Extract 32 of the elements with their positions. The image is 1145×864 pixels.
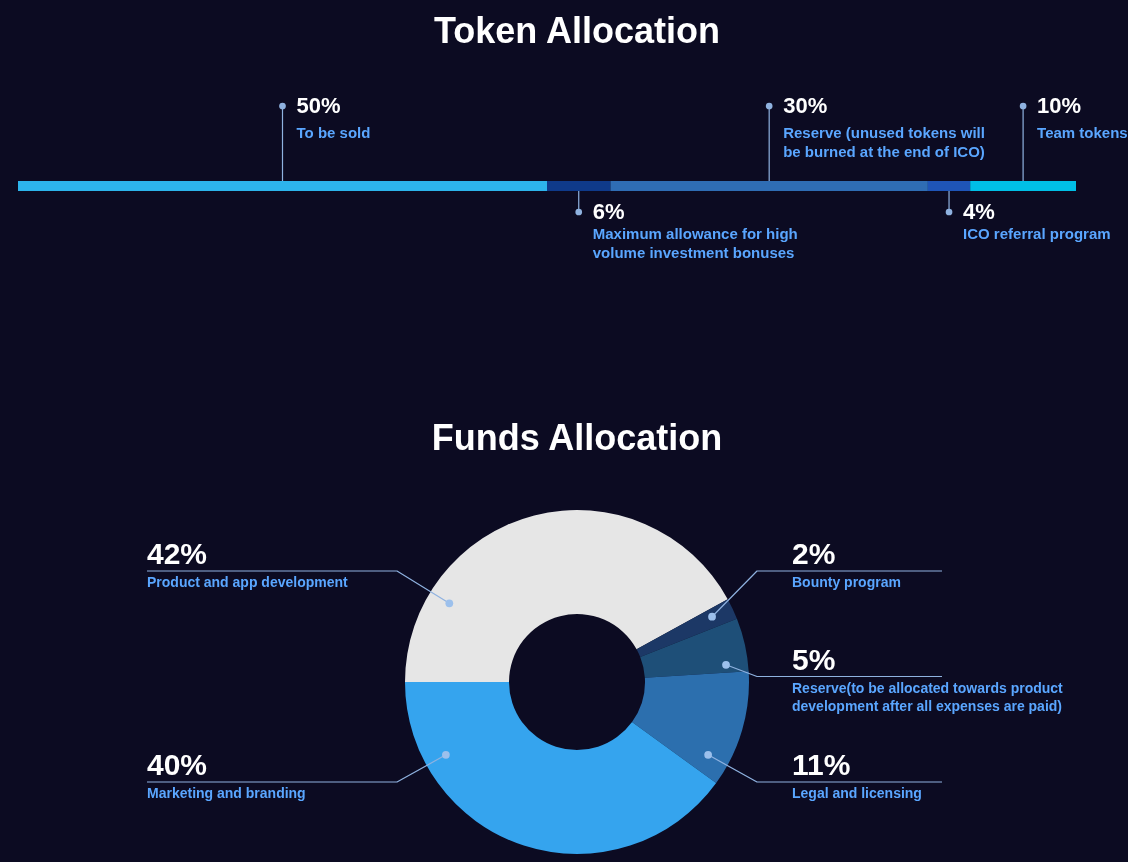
slice-label: Legal and licensing — [792, 785, 922, 801]
data-label: 5% — [792, 642, 836, 676]
bar — [927, 181, 971, 191]
bar — [610, 181, 928, 191]
series-label: Reserve (unused tokens will be burned at the end of ICO) — [783, 124, 985, 160]
data-label: 40% — [147, 748, 208, 781]
text: ICO referral program — [963, 225, 1111, 242]
data-label: 42% — [147, 537, 208, 570]
donut-slice — [640, 618, 749, 678]
data-label: 11% — [792, 748, 851, 781]
donut-slice — [632, 671, 749, 784]
data-label: 30% — [783, 93, 828, 118]
slice-label: Product and app development — [147, 574, 349, 590]
slice-label: Reserve(to be allocated towards product development after all expenses are paid) — [792, 679, 1064, 714]
donut-slice — [405, 682, 717, 854]
data-label: 6% — [592, 199, 625, 224]
bar — [18, 181, 547, 191]
bar — [547, 181, 611, 191]
text: To be sold — [296, 124, 371, 141]
text: Maximum allowance for high volume investment bonuses — [592, 225, 798, 261]
slice-label: Bounty program — [792, 574, 901, 590]
donut-slice — [405, 510, 728, 682]
data-label: 4% — [963, 199, 995, 224]
bar — [970, 181, 1076, 191]
data-label: 2% — [792, 537, 836, 570]
data-label: 10% — [1037, 93, 1082, 118]
data-label: 50% — [296, 93, 341, 118]
donut-slice — [636, 599, 737, 657]
chart-title: Funds Allocation — [431, 417, 723, 458]
slice-label: Marketing and branding — [147, 785, 306, 801]
text: Team tokens — [1037, 124, 1128, 141]
chart-title: Token Allocation — [433, 10, 721, 51]
